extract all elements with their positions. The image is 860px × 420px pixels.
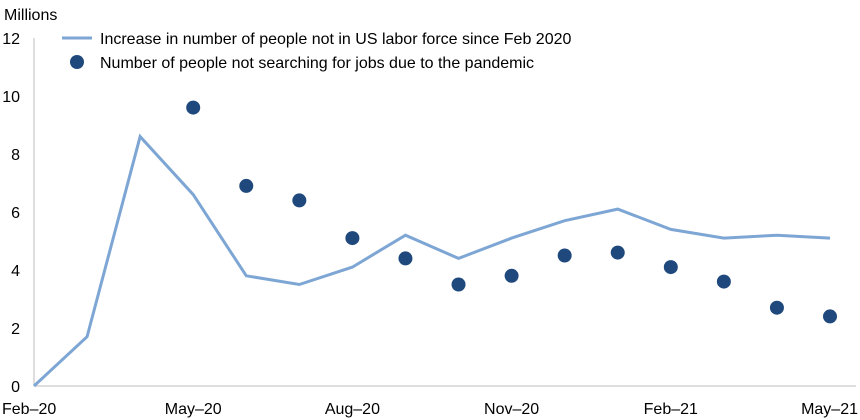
data-point-not-searching-Nov–20: [504, 268, 519, 283]
y-ticks: 0 2 4 6 8 10 12: [2, 31, 20, 396]
x-tick-label-Nov–20: Nov–20: [484, 401, 539, 418]
x-tick-label-Feb–20: Feb–20: [2, 401, 56, 418]
y-tick-label-10: 10: [2, 89, 20, 106]
y-tick-label-6: 6: [11, 205, 20, 222]
series-line-labor-force: [32, 133, 831, 388]
x-tick-label-Feb–21: Feb–21: [644, 401, 698, 418]
x-ticks: Feb–20 May–20 Aug–20 Nov–20 Feb–21 May–21: [2, 401, 858, 418]
data-point-not-searching-Apr–21: [769, 300, 784, 315]
legend-label-labor-force: Increase in number of people not in US l…: [100, 31, 571, 48]
legend-dot-swatch: [70, 55, 84, 69]
legend-label-not-searching: Number of people not searching for jobs …: [100, 55, 534, 72]
data-point-not-searching-Feb–21: [663, 260, 678, 275]
data-point-not-searching-Dec–20: [557, 248, 572, 263]
series-layer: [32, 100, 837, 388]
y-unit-label: Millions: [4, 7, 57, 24]
data-point-not-searching-Jul–20: [292, 193, 307, 208]
y-tick-label-0: 0: [11, 379, 20, 396]
x-tick-label-May–21: May–21: [801, 401, 858, 418]
data-point-not-searching-May–21: [823, 309, 837, 324]
data-point-not-searching-Sep–20: [398, 251, 413, 266]
data-point-not-searching-Aug–20: [345, 231, 360, 246]
x-tick-label-Aug–20: Aug–20: [325, 401, 380, 418]
data-point-not-searching-May–20: [186, 100, 201, 115]
x-tick-label-May–20: May–20: [165, 401, 222, 418]
y-tick-label-8: 8: [11, 147, 20, 164]
data-point-not-searching-Jan–21: [610, 245, 625, 260]
data-point-not-searching-Oct–20: [451, 277, 466, 292]
data-point-not-searching-Mar–21: [716, 274, 731, 289]
y-tick-label-4: 4: [11, 263, 20, 280]
y-tick-label-2: 2: [11, 321, 20, 338]
legend: Increase in number of people not in US l…: [62, 31, 571, 72]
y-tick-label-12: 12: [2, 31, 20, 48]
data-point-not-searching-Jun–20: [239, 178, 254, 193]
